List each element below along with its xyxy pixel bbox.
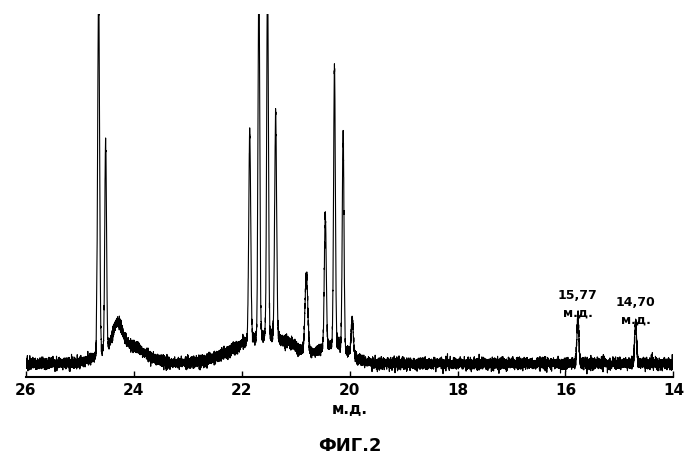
X-axis label: м.д.: м.д.: [331, 402, 368, 416]
Text: м.д.: м.д.: [563, 306, 593, 319]
Text: 15,77: 15,77: [558, 289, 598, 302]
Text: 14,70: 14,70: [616, 296, 656, 308]
Text: ФИГ.2: ФИГ.2: [318, 437, 381, 454]
Text: м.д.: м.д.: [621, 313, 651, 326]
